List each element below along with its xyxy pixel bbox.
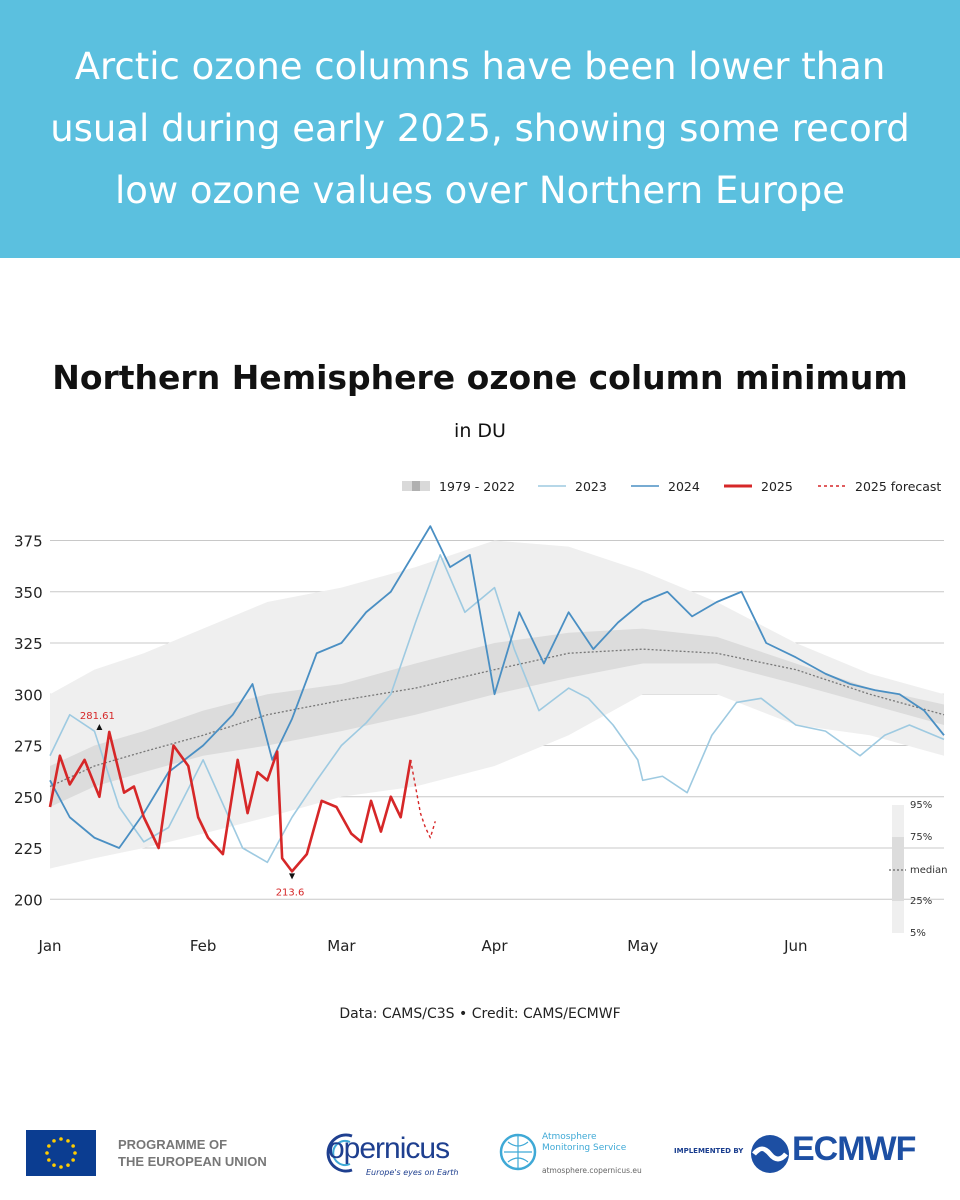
- copernicus-c-icon: [326, 1133, 353, 1173]
- eu-star-icon: [52, 1163, 56, 1167]
- key-inner-band: [892, 837, 904, 901]
- ecmwf-swirl-icon: [751, 1135, 789, 1173]
- eu-label-line2: THE EUROPEAN UNION: [118, 1154, 267, 1169]
- legend-swatch-band-core: [412, 481, 420, 491]
- y-tick-label: 300: [14, 686, 43, 704]
- x-axis: Jan Feb Mar Apr May Jun: [37, 937, 807, 955]
- eu-star-icon: [71, 1144, 75, 1148]
- chart-annotations: 281.61 213.6: [80, 711, 304, 898]
- ams-logo: Atmosphere Monitoring Service atmosphere…: [496, 1128, 656, 1186]
- headline: Arctic ozone columns have been lower tha…: [50, 45, 910, 212]
- eu-star-icon: [66, 1163, 70, 1167]
- ams-line2: Monitoring Service: [542, 1143, 627, 1153]
- y-axis: 200 225 250 275 300 325 350 375: [14, 533, 43, 910]
- y-tick-label: 250: [14, 789, 43, 807]
- chart-legend: 1979 - 2022 2023 2024 2025 2025 forecast: [402, 479, 941, 494]
- eu-star-icon: [66, 1139, 70, 1143]
- series-lines: [48, 525, 945, 873]
- copernicus-word: opernicus: [328, 1132, 450, 1165]
- legend-label: 2025 forecast: [855, 479, 941, 494]
- x-tick-label: Jun: [783, 937, 807, 955]
- copernicus-tagline: Europe's eyes on Earth: [366, 1168, 459, 1177]
- legend-label: 2025: [761, 479, 793, 494]
- y-tick-label: 325: [14, 635, 43, 653]
- eu-programme-label: PROGRAMME OF THE EUROPEAN UNION: [118, 1136, 267, 1170]
- y-tick-label: 200: [14, 891, 43, 909]
- y-tick-label: 225: [14, 840, 43, 858]
- legend-label: 2023: [575, 479, 607, 494]
- eu-star-icon: [59, 1137, 63, 1141]
- climatology-5-95-band: [50, 540, 944, 869]
- percentile-key-label: 5%: [910, 928, 926, 939]
- chart-title: Northern Hemisphere ozone column minimum: [52, 358, 908, 397]
- eu-star-icon: [73, 1151, 77, 1155]
- series-line-2025-forecast: [409, 759, 436, 839]
- ams-name: Atmosphere Monitoring Service: [542, 1132, 626, 1154]
- copernicus-logo: opernicus Europe's eyes on Earth: [322, 1126, 462, 1186]
- ecmwf-logo: ECMWF: [748, 1128, 938, 1178]
- x-tick-label: May: [627, 937, 658, 955]
- series-line-2024: [49, 525, 945, 849]
- series-line-2023: [49, 554, 945, 864]
- x-tick-label: Jan: [37, 937, 61, 955]
- annotation-marker: [289, 873, 296, 880]
- percentile-key: 95% 75% median 25% 5%: [889, 800, 948, 939]
- eu-star-icon: [45, 1151, 49, 1155]
- annotation-marker: [96, 723, 103, 730]
- y-tick-label: 275: [14, 738, 43, 756]
- x-tick-label: Apr: [482, 937, 509, 955]
- ams-url: atmosphere.copernicus.eu: [542, 1166, 642, 1175]
- y-tick-label: 350: [14, 584, 43, 602]
- eu-flag-icon: [26, 1130, 96, 1176]
- eu-star-icon: [71, 1158, 75, 1162]
- percentile-key-label: 95%: [910, 800, 932, 811]
- ecmwf-word: ECMWF: [792, 1130, 916, 1168]
- data-source: Data: CAMS/C3S • Credit: CAMS/ECMWF: [339, 1006, 621, 1022]
- eu-label-line1: PROGRAMME OF: [118, 1137, 228, 1152]
- footer-logos: PROGRAMME OF THE EUROPEAN UNION opernicu…: [0, 1118, 960, 1188]
- eu-star-icon: [47, 1144, 51, 1148]
- implemented-by-label: IMPLEMENTED BY: [674, 1147, 744, 1155]
- chart-subtitle: in DU: [454, 420, 506, 442]
- headline-banner: Arctic ozone columns have been lower tha…: [0, 0, 960, 258]
- eu-star-icon: [47, 1158, 51, 1162]
- series-line-2025: [48, 730, 412, 873]
- percentile-key-label: 75%: [910, 832, 932, 843]
- eu-star-icon: [52, 1139, 56, 1143]
- x-tick-label: Feb: [190, 937, 217, 955]
- ams-line1: Atmosphere: [542, 1132, 597, 1142]
- climatology-bands: [49, 540, 945, 869]
- percentile-key-label: 25%: [910, 896, 932, 907]
- climatology-median-line: [49, 648, 945, 788]
- legend-label: 1979 - 2022: [439, 479, 515, 494]
- y-tick-label: 375: [14, 533, 43, 551]
- x-tick-label: Mar: [327, 937, 356, 955]
- legend-label: 2024: [668, 479, 700, 494]
- eu-star-icon: [59, 1165, 63, 1169]
- annotation-label: 281.61: [80, 711, 115, 722]
- annotation-label: 213.6: [276, 887, 305, 898]
- globe-icon: [499, 1133, 537, 1171]
- percentile-key-label: median: [910, 865, 948, 876]
- ozone-chart: 1979 - 2022 2023 2024 2025 2025 forecast 281…: [14, 479, 948, 955]
